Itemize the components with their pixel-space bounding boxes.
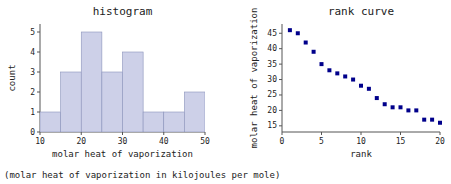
hist-bar [40,112,61,132]
y-tick [279,64,282,65]
y-tick [37,52,40,53]
point [375,96,379,100]
point [296,31,300,35]
x-tick-label: 30 [118,137,128,146]
x-tick [440,132,441,135]
x-tick [282,132,283,135]
y-tick-label: 25 [267,90,277,99]
y-tick-label: 4 [30,48,35,57]
x-tick-label: 50 [200,137,210,146]
x-tick-label: 10 [35,137,45,146]
x-tick [122,132,123,135]
y-tick-label: 30 [267,75,277,84]
chart-root: 1020304050012345histogrammolar heat of v… [0,0,451,184]
y-axis-label: molar heat of vaporization [249,8,259,149]
y-tick [37,32,40,33]
marks [288,28,442,125]
y-tick-label: 2 [30,88,35,97]
x-tick [361,132,362,135]
point [343,74,347,78]
point [422,118,426,122]
hist-bar [164,112,185,132]
point [304,41,308,45]
y-tick-label: 1 [30,108,35,117]
x-axis-label: molar heat of vaporization [52,149,193,159]
y-tick-label: 45 [267,29,277,38]
point [399,105,403,109]
y-tick [279,110,282,111]
point [359,84,363,88]
point [430,118,434,122]
hist-bar [123,52,144,132]
x-tick-label: 20 [435,137,445,146]
point [438,121,442,125]
x-tick-label: 0 [280,137,285,146]
y-tick-label: 20 [267,106,277,115]
hist-bar [102,72,123,132]
y-tick-label: 0 [30,128,35,137]
point [406,108,410,112]
hist-bar [81,32,102,132]
x-axis-label: rank [350,149,372,159]
panel-1: 0 5 10 15 20 15 20 25 30 35 40 45 rank curve rank mola… [249,5,445,159]
y-tick-label: 3 [30,68,35,77]
point [391,105,395,109]
y-tick [37,92,40,93]
point [383,102,387,106]
point [320,62,324,66]
x-tick [81,132,82,135]
y-tick [37,112,40,113]
point [367,87,371,91]
y-tick [279,48,282,49]
marks [40,32,205,132]
y-tick-label: 5 [30,28,35,37]
x-tick [163,132,164,135]
y-tick-label: 40 [267,44,277,53]
y-tick [279,33,282,34]
x-tick [400,132,401,135]
x-tick-label: 5 [319,137,324,146]
point [327,68,331,72]
caption: (molar heat of vaporization in kilojoule… [4,170,280,180]
x-tick-label: 10 [356,137,366,146]
hist-bar [61,72,82,132]
hist-bar [143,112,164,132]
y-tick [37,132,40,133]
x-tick-label: 40 [159,137,169,146]
x-tick [205,132,206,135]
x-tick-label: 20 [76,137,86,146]
x-tick-label: 15 [396,137,406,146]
y-axis-label: count [7,64,17,91]
point [312,50,316,54]
hist-bar [184,92,205,132]
point [414,108,418,112]
y-tick [279,94,282,95]
y-tick [279,79,282,80]
y-axis-line [282,24,283,132]
point [351,78,355,82]
chart-title: rank curve [328,5,394,18]
panel-0: 10 20 30 40 50 0 1 2 3 4 5 histogram molar heat of v… [7,5,210,159]
y-tick [37,72,40,73]
x-tick [321,132,322,135]
point [335,71,339,75]
y-tick-label: 35 [267,60,277,69]
y-tick-label: 15 [267,121,277,130]
y-tick [279,125,282,126]
point [288,28,292,32]
chart-title: histogram [93,5,153,18]
